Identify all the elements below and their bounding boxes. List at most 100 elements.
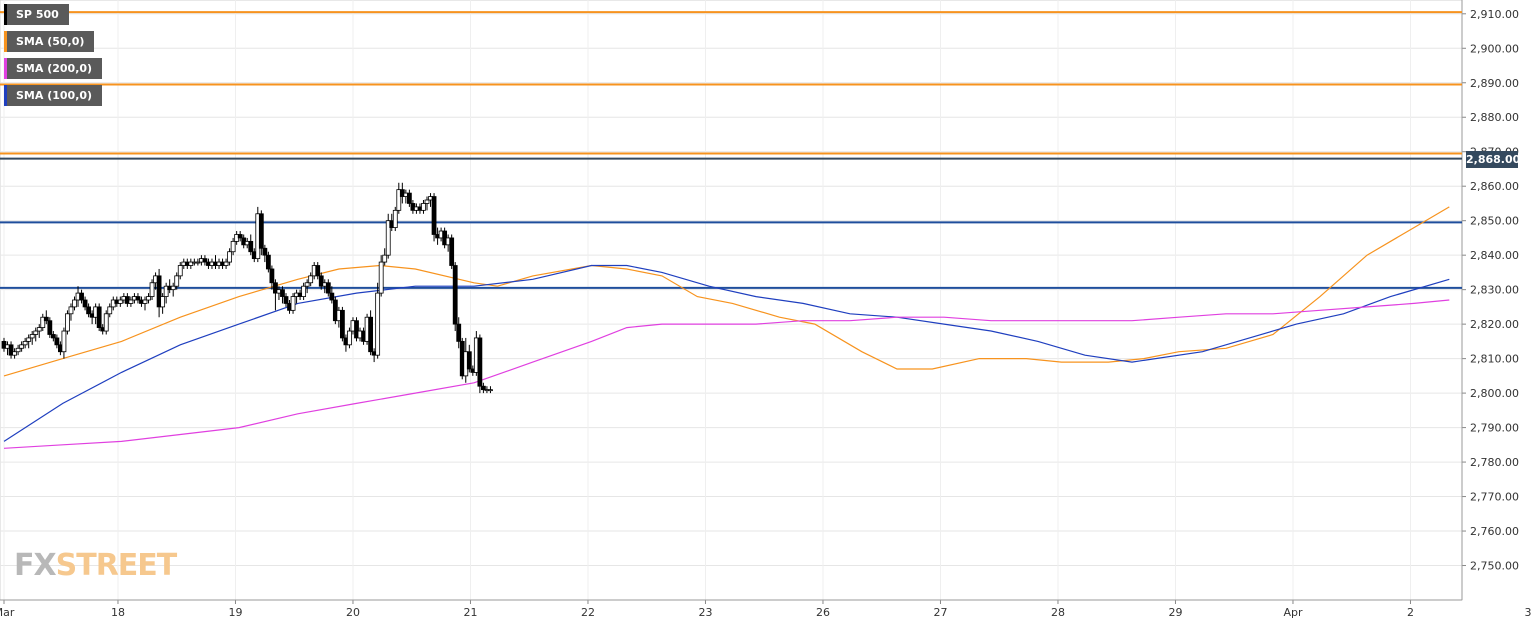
y-tick-label: 2,750.00 (1470, 560, 1519, 573)
y-tick-label: 2,770.00 (1470, 491, 1519, 504)
candle-body (339, 309, 345, 339)
chart-legend: SP 500 SMA (50,0) SMA (200,0) SMA (100,0… (4, 4, 103, 112)
candle-body (163, 285, 169, 297)
sma-line (3, 299, 1450, 449)
candle-body (54, 337, 60, 346)
candle-body (174, 275, 180, 287)
x-tick-label: 18 (111, 606, 125, 619)
x-tick-label: 27 (933, 606, 947, 619)
y-tick-label: 2,820.00 (1470, 318, 1519, 331)
last-price-tag: 2,868.00 (1466, 151, 1521, 168)
y-tick-label: 2,860.00 (1470, 180, 1519, 193)
candle-body (273, 282, 278, 294)
candle-body (156, 275, 162, 308)
candle-body (283, 296, 289, 304)
candle-body (308, 275, 314, 284)
legend-item-sma50: SMA (50,0) (4, 31, 95, 52)
x-tick-label: 22 (581, 606, 595, 619)
candle-body (86, 306, 91, 315)
candle-body (315, 265, 321, 277)
candle-body (103, 313, 109, 332)
x-tick-label: 19 (228, 606, 242, 619)
y-tick-label: 2,850.00 (1470, 215, 1519, 228)
candle-body (40, 316, 46, 328)
candle-body (19, 344, 25, 349)
y-tick-label: 2,780.00 (1470, 456, 1519, 469)
x-tick-label: 3 (1524, 606, 1531, 619)
candle-body (15, 347, 21, 353)
candle-body (160, 296, 166, 308)
candle-body (50, 334, 56, 339)
candle-body (117, 299, 123, 304)
candle-body (378, 261, 384, 294)
candle-body (424, 199, 430, 204)
candle-body (456, 323, 462, 342)
candle-body (82, 299, 88, 308)
y-tick-label: 2,800.00 (1470, 387, 1519, 400)
candle-body (22, 340, 28, 346)
y-tick-label: 2,900.00 (1470, 42, 1519, 55)
candle-body (36, 327, 42, 332)
x-tick-label: 29 (1168, 606, 1182, 619)
logo-street-text: STREET (55, 548, 178, 583)
x-tick-label: 20 (346, 606, 360, 619)
candle-body (431, 196, 437, 235)
candle-body (262, 247, 268, 256)
candle-body (146, 296, 151, 301)
candle-body (480, 385, 486, 391)
legend-item-sp500: SP 500 (4, 4, 69, 25)
candle-body (26, 337, 32, 342)
candle-body (265, 254, 271, 270)
candle-body (237, 234, 243, 239)
candle-body (488, 389, 493, 392)
y-tick-label: 2,890.00 (1470, 77, 1519, 90)
candle-body (12, 351, 17, 356)
y-tick-label: 2,910.00 (1470, 8, 1519, 21)
candle-body (477, 337, 483, 387)
candle-body (47, 320, 53, 335)
y-tick-label: 2,760.00 (1470, 525, 1519, 538)
legend-item-sma100: SMA (100,0) (4, 85, 103, 106)
candle-body (33, 330, 39, 335)
x-tick-label: 2 (1407, 606, 1414, 619)
x-tick-label: 28 (1051, 606, 1065, 619)
candle-body (128, 299, 134, 304)
legend-item-sma200: SMA (200,0) (4, 58, 103, 79)
candle-body (280, 289, 285, 297)
candle-body (452, 265, 458, 325)
candle-body (382, 254, 388, 263)
candle-body (96, 306, 102, 328)
candle-body (375, 292, 381, 356)
candle-body (466, 351, 472, 370)
candle-body (368, 316, 374, 353)
y-tick-label: 2,810.00 (1470, 353, 1519, 366)
candle-body (406, 192, 412, 204)
candle-body (68, 306, 74, 315)
candle-body (202, 258, 208, 263)
candle-body (107, 306, 113, 315)
candle-body (170, 285, 176, 291)
candle-body (396, 189, 402, 211)
x-tick-label: Apr (1283, 606, 1303, 619)
candle-body (223, 261, 229, 266)
candle-body (177, 265, 183, 277)
y-tick-label: 2,830.00 (1470, 284, 1519, 297)
candle-body (227, 251, 233, 263)
candle-body (392, 209, 398, 228)
x-tick-label: Mar (0, 606, 15, 619)
candle-body (43, 316, 49, 322)
candle-body (269, 268, 275, 284)
y-tick-label: 2,790.00 (1470, 422, 1519, 435)
candle-body (329, 292, 335, 301)
candle-body (421, 203, 426, 211)
candle-body (79, 292, 84, 301)
candle-body (29, 334, 35, 339)
plot-area (0, 0, 1463, 601)
fxstreet-logo: FXSTREET (14, 548, 178, 584)
candle-body (318, 275, 324, 287)
candle-body (8, 344, 14, 356)
candle-body (385, 220, 391, 256)
candle-body (347, 330, 352, 346)
candle-body (195, 261, 201, 264)
